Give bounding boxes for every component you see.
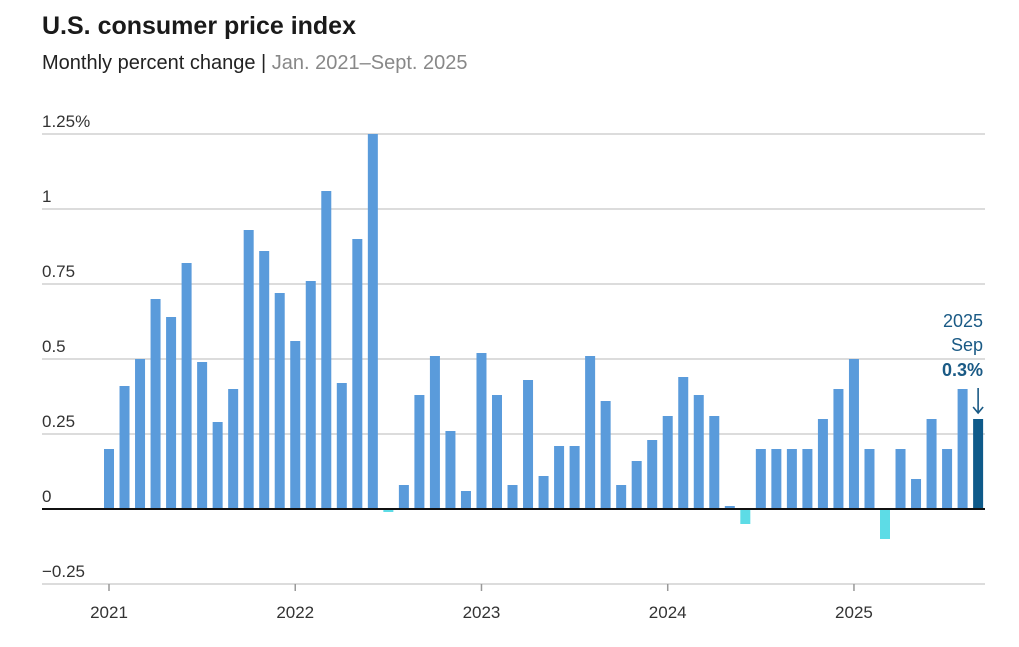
bar xyxy=(957,389,968,509)
bar xyxy=(429,356,440,509)
annotation-arrow-icon xyxy=(972,388,984,415)
bar xyxy=(181,263,192,509)
bar xyxy=(507,485,518,509)
bar xyxy=(864,449,875,509)
subtitle-range: Jan. 2021–Sept. 2025 xyxy=(271,52,468,74)
bar xyxy=(104,449,114,509)
bar xyxy=(802,449,813,509)
bar xyxy=(662,416,673,509)
y-tick-label: 0 xyxy=(42,487,51,506)
bar xyxy=(693,395,704,509)
bar xyxy=(212,422,223,509)
bar xyxy=(398,485,409,509)
x-tick-label: 2022 xyxy=(276,603,314,622)
bar xyxy=(724,506,735,509)
bar xyxy=(523,380,534,509)
bar xyxy=(600,401,611,509)
subtitle-text: Monthly percent change xyxy=(42,52,256,74)
bar xyxy=(926,419,937,509)
bar xyxy=(538,476,549,509)
y-tick-label: 0.25 xyxy=(42,412,75,431)
annotation-year: 2025 xyxy=(943,311,983,331)
bar xyxy=(135,359,146,509)
bar xyxy=(228,389,239,509)
bar xyxy=(631,461,642,509)
bar xyxy=(647,440,658,509)
bar xyxy=(367,134,378,509)
bar xyxy=(352,239,363,509)
bar xyxy=(119,386,130,509)
bar xyxy=(383,509,394,512)
chart-title: U.S. consumer price index xyxy=(42,12,356,40)
bar xyxy=(895,449,906,509)
x-tick-label: 2023 xyxy=(463,603,501,622)
bar xyxy=(569,446,580,509)
bar xyxy=(197,362,208,509)
bar xyxy=(305,281,316,509)
bar xyxy=(833,389,844,509)
bar xyxy=(678,377,689,509)
bar xyxy=(740,509,751,524)
x-tick-label: 2024 xyxy=(649,603,687,622)
bar xyxy=(554,446,565,509)
bar xyxy=(274,293,285,509)
annotation-month: Sep xyxy=(951,335,983,355)
y-tick-label: 1 xyxy=(42,187,51,206)
bar xyxy=(290,341,301,509)
bar xyxy=(973,419,984,509)
bar xyxy=(460,491,471,509)
y-tick-label: 0.75 xyxy=(42,262,75,281)
annotation-value: 0.3% xyxy=(942,360,983,380)
bar xyxy=(848,359,859,509)
y-tick-label: 0.5 xyxy=(42,337,66,356)
bar xyxy=(786,449,797,509)
bar xyxy=(166,317,177,509)
y-tick-label: −0.25 xyxy=(42,562,85,581)
bar xyxy=(585,356,596,509)
bar xyxy=(336,383,347,509)
bar xyxy=(817,419,828,509)
bar xyxy=(243,230,254,509)
bar xyxy=(911,479,922,509)
bar xyxy=(771,449,782,509)
bar xyxy=(259,251,270,509)
y-tick-label: 1.25% xyxy=(42,112,90,131)
chart-subtitle: Monthly percent change | Jan. 2021–Sept.… xyxy=(42,52,468,75)
bar xyxy=(414,395,425,509)
x-tick-label: 2021 xyxy=(90,603,128,622)
x-tick-label: 2025 xyxy=(835,603,873,622)
subtitle-separator: | xyxy=(261,52,267,74)
bar xyxy=(880,509,890,539)
bar xyxy=(755,449,766,509)
bar xyxy=(492,395,502,509)
bar xyxy=(150,299,161,509)
bar xyxy=(321,191,332,509)
bar xyxy=(476,353,487,509)
bar xyxy=(942,449,953,509)
bar xyxy=(709,416,720,509)
bar xyxy=(445,431,456,509)
bar xyxy=(616,485,627,509)
